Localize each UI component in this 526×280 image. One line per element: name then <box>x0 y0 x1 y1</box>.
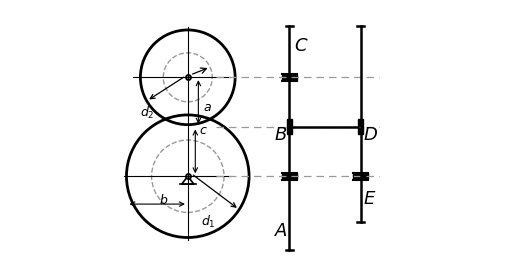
Text: $d_1$: $d_1$ <box>201 214 216 230</box>
Text: $D$: $D$ <box>363 126 378 144</box>
Text: $C$: $C$ <box>294 37 309 55</box>
Bar <box>282 174 297 179</box>
Bar <box>287 119 292 134</box>
Bar <box>282 74 297 80</box>
Text: $A$: $A$ <box>274 222 288 240</box>
Text: $b$: $b$ <box>159 193 169 207</box>
Text: $a$: $a$ <box>203 101 211 114</box>
Bar <box>353 174 368 179</box>
Bar <box>358 119 363 134</box>
Text: $c$: $c$ <box>199 124 208 137</box>
Text: $E$: $E$ <box>363 190 377 208</box>
Text: $d_2$: $d_2$ <box>140 105 155 121</box>
Text: $B$: $B$ <box>274 126 287 144</box>
